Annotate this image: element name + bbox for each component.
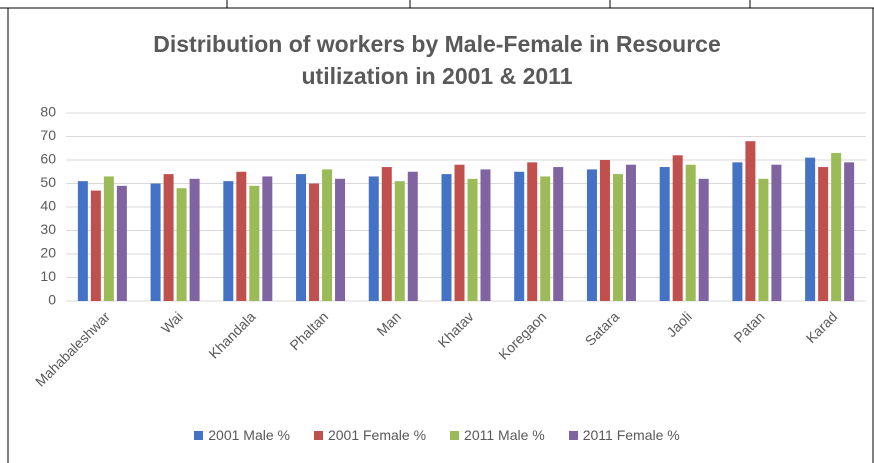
bar [322,169,333,301]
legend-label: 2001 Female % [327,427,427,443]
legend-label: 2011 Female % [582,427,680,443]
legend-swatch [313,430,323,440]
bar [116,185,127,301]
y-tick-label: 0 [48,292,56,308]
bar [805,157,816,301]
bar [163,174,174,301]
bar [249,185,260,301]
bar [223,181,234,301]
legend-label: 2001 Male % [208,427,290,443]
bar [745,141,756,301]
legend-item: 2001 Female % [313,427,427,443]
x-tick-label: Mahabaleshwar [32,308,113,389]
y-tick-label: 20 [40,245,56,261]
bar [236,171,247,301]
bar [176,188,187,301]
legend-item: 2001 Male % [194,427,290,443]
y-tick-label: 60 [40,151,56,167]
x-tick-label: Satara [582,308,623,349]
bar [381,167,392,301]
bar [659,167,670,301]
bar [454,164,465,301]
bar [262,176,273,301]
bar [831,152,842,301]
bar [527,162,538,301]
y-tick-label: 50 [40,174,56,190]
bar [90,190,101,301]
bar [599,160,610,301]
x-tick-label: Khatav [435,308,477,350]
x-tick-label: Jaoli [663,308,695,340]
x-tick-label: Khandala [205,308,258,361]
bar [480,169,491,301]
bar [77,181,88,301]
bar [189,178,200,301]
bar [685,164,696,301]
bar [732,162,743,301]
bar [368,176,379,301]
legend-swatch [568,430,578,440]
bar [514,171,525,301]
bar [150,183,161,301]
legend-item: 2011 Female % [568,427,680,443]
legend-item: 2011 Male % [450,427,545,443]
bar [407,171,418,301]
bar [309,183,320,301]
bar [612,174,623,301]
legend-swatch [450,430,460,440]
legend-swatch [194,430,204,440]
bar [672,155,683,301]
x-tick-label: Phaltan [286,308,331,353]
bar [818,167,829,301]
x-tick-label: Wai [158,308,186,336]
legend: 2001 Male % 2001 Female % 2011 Male % 2011 … [0,427,874,443]
y-tick-label: 10 [40,268,56,284]
x-tick-label: Karad [803,308,841,346]
bar [394,181,405,301]
bar [296,174,307,301]
bar [103,176,114,301]
bar [553,167,564,301]
x-tick-label: Patan [730,308,767,345]
y-tick-label: 30 [40,221,56,237]
x-tick-label: Koregaon [495,308,549,362]
bar [540,176,551,301]
bar [844,162,855,301]
bar [625,164,636,301]
bar [758,178,769,301]
bar [586,169,597,301]
bar [698,178,709,301]
bar [441,174,452,301]
bar [335,178,346,301]
y-tick-label: 40 [40,198,56,214]
chart-title: Distribution of workers by Male-Female i… [153,31,721,89]
y-tick-label: 70 [40,127,56,143]
bar [467,178,478,301]
bar [771,164,782,301]
y-tick-label: 80 [40,104,56,120]
x-tick-label: Man [373,308,404,339]
legend-label: 2011 Male % [464,427,545,443]
